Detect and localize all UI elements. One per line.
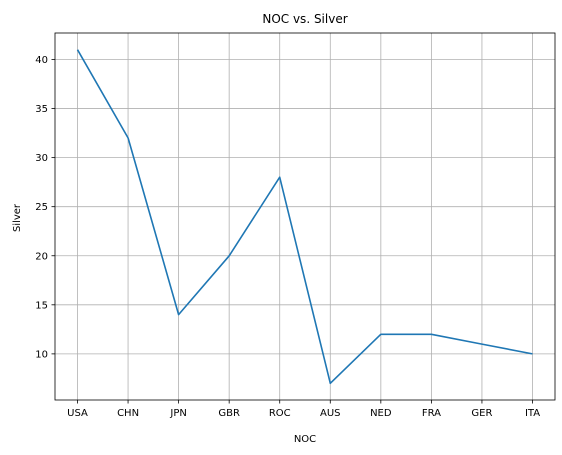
y-tick-label: 30 [35, 153, 48, 164]
x-tick-label: GER [471, 408, 492, 419]
x-tick-label: USA [67, 408, 88, 419]
y-tick-label: 15 [35, 300, 48, 311]
chart-title: NOC vs. Silver [262, 12, 347, 26]
x-tick-label: CHN [117, 408, 139, 419]
x-axis-ticks: USA CHN JPN GBR ROC AUS NED FRA GER ITA [67, 400, 540, 419]
x-tick-label: FRA [422, 408, 441, 419]
plot-area-frame [54, 32, 556, 401]
y-tick-label: 25 [35, 202, 48, 213]
x-tick-label: ROC [269, 408, 291, 419]
series-line [76, 49, 533, 385]
y-axis-ticks: 10 15 20 25 30 35 40 [35, 55, 55, 360]
y-tick-label: 20 [35, 251, 48, 262]
y-tick-label: 35 [35, 104, 48, 115]
y-axis-label: Silver [12, 203, 23, 232]
y-tick-label: 10 [35, 349, 48, 360]
series-lines [76, 49, 533, 385]
x-tick-label: GBR [218, 408, 240, 419]
x-tick-label: JPN [169, 408, 186, 419]
x-tick-label: NED [370, 408, 392, 419]
y-tick-label: 40 [35, 55, 48, 66]
x-tick-label: AUS [320, 408, 341, 419]
x-axis-label: NOC [294, 434, 316, 445]
x-tick-label: ITA [525, 408, 540, 419]
grid-lines [55, 33, 555, 400]
